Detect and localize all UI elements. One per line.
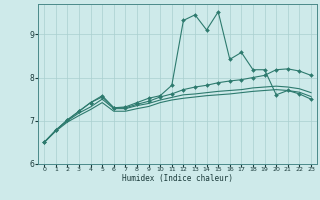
X-axis label: Humidex (Indice chaleur): Humidex (Indice chaleur)	[122, 174, 233, 183]
